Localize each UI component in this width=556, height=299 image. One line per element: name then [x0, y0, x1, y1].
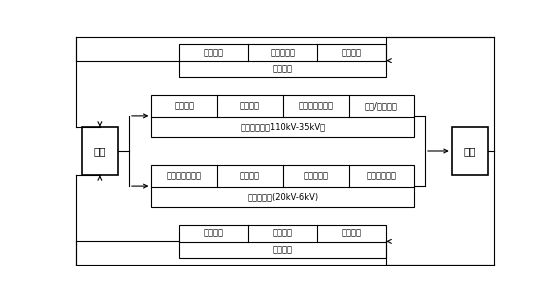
Text: 潮流计算: 潮流计算	[204, 48, 224, 57]
Text: 灵敏度计算: 灵敏度计算	[270, 48, 295, 57]
Text: 监测: 监测	[464, 146, 476, 156]
Text: 主变分接头调整: 主变分接头调整	[298, 101, 333, 110]
Text: 网络重构: 网络重构	[342, 229, 362, 238]
Text: 合环分析: 合环分析	[273, 229, 293, 238]
Text: 电容/电抗投切: 电容/电抗投切	[365, 101, 398, 110]
Bar	[151, 165, 414, 208]
Text: 安全分析: 安全分析	[273, 65, 293, 74]
Text: 负荷转移: 负荷转移	[240, 171, 260, 180]
Bar	[180, 225, 386, 258]
Text: 线性规划: 线性规划	[342, 48, 362, 57]
Text: 分布式电源控制: 分布式电源控制	[167, 171, 202, 180]
Text: 负荷控制: 负荷控制	[240, 101, 260, 110]
Text: 高压配电网（110kV-35kV）: 高压配电网（110kV-35kV）	[240, 123, 325, 132]
Text: 机组控制: 机组控制	[174, 101, 194, 110]
Text: 安全分析: 安全分析	[273, 245, 293, 254]
Text: 控制: 控制	[93, 146, 106, 156]
Bar	[82, 127, 118, 175]
Bar	[451, 127, 488, 175]
Text: 经济优化运行: 经济优化运行	[366, 171, 396, 180]
Bar	[151, 94, 414, 137]
Text: 变结构控制: 变结构控制	[303, 171, 328, 180]
Text: 拓扑分析: 拓扑分析	[204, 229, 224, 238]
Bar	[180, 44, 386, 77]
Text: 中压配电网(20kV-6kV): 中压配电网(20kV-6kV)	[247, 193, 319, 202]
